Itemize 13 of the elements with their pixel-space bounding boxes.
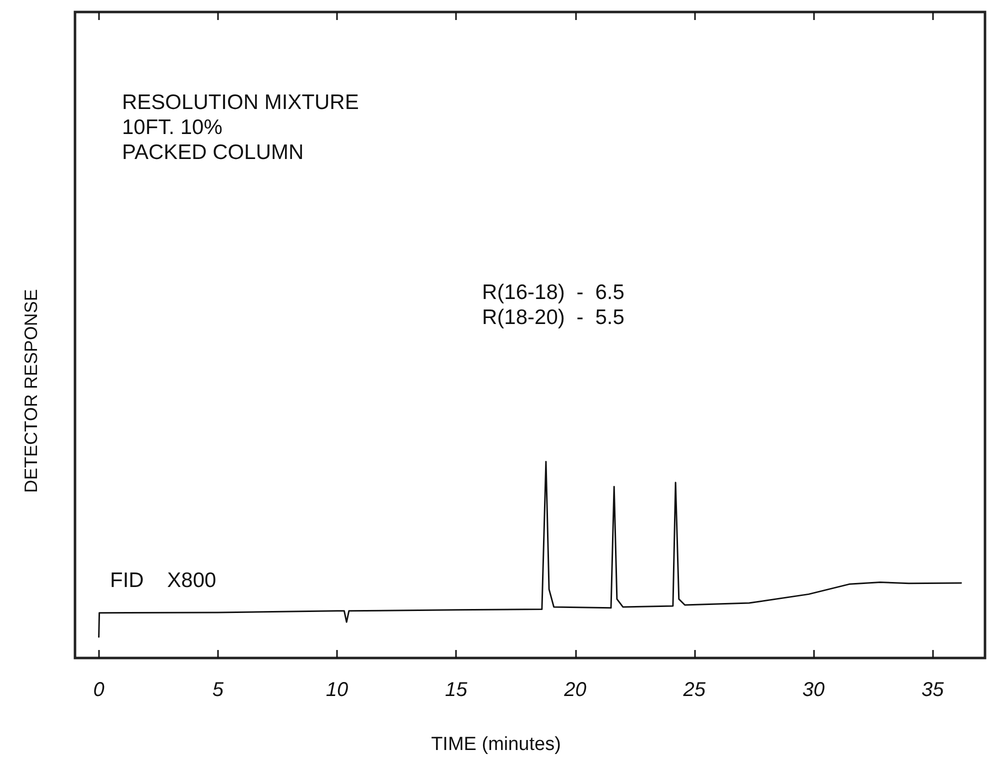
- x-tick-label: 20: [563, 679, 586, 701]
- x-tick-label: 35: [921, 679, 945, 701]
- x-tick-label: 10: [326, 679, 348, 701]
- x-tick-label: 25: [682, 679, 706, 701]
- x-axis-title: TIME (minutes): [431, 734, 561, 755]
- x-tick-label: 0: [93, 679, 104, 701]
- x-tick-label: 15: [445, 679, 468, 701]
- x-tick-label: 5: [212, 679, 224, 701]
- text: RESOLUTION MIXTURE 10FT. 10% PACKED COLUMN: [122, 91, 359, 164]
- annotation: FID X800: [110, 569, 216, 592]
- y-axis-title: DETECTOR RESPONSE: [21, 289, 41, 493]
- x-tick-label: 30: [802, 679, 825, 701]
- text: R(16-18) - 6.5 R(18-20) - 5.5: [482, 281, 624, 329]
